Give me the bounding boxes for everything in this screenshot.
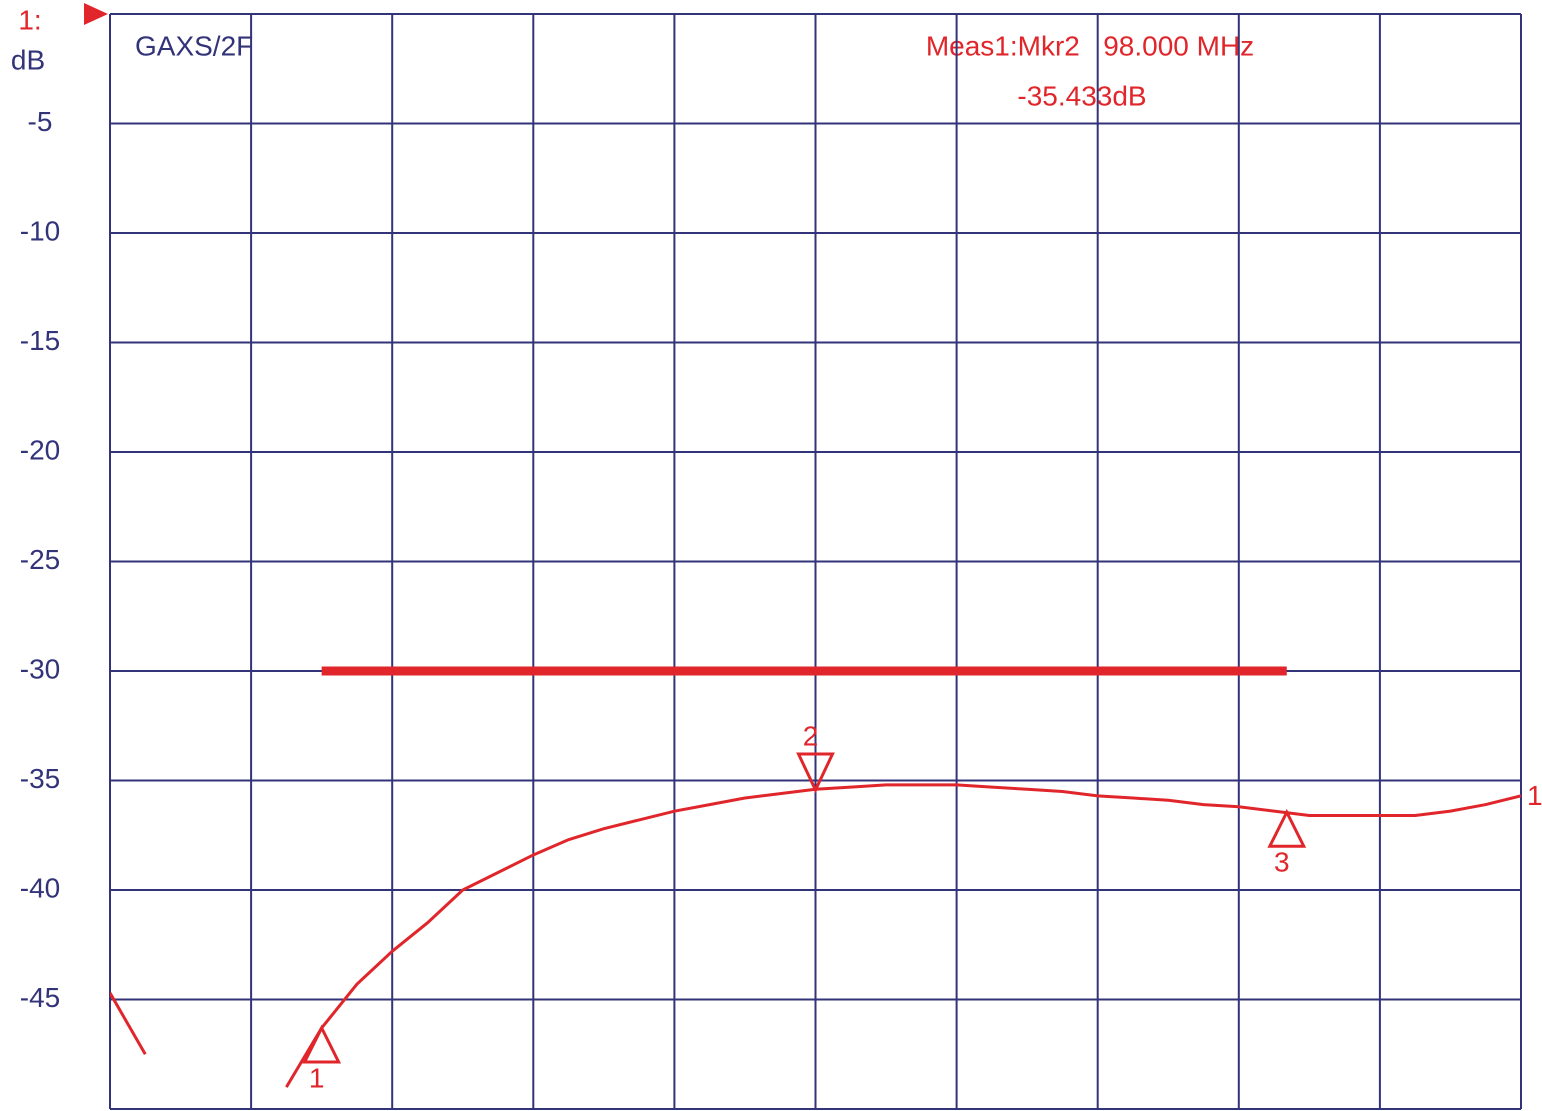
y-tick-label: -30: [20, 653, 60, 684]
chart-title: GAXS/2F: [135, 30, 253, 61]
trace: [285, 783, 1521, 1088]
marker-label: 2: [803, 720, 819, 751]
marker-value: -35.433dB: [1017, 80, 1146, 111]
marker: [1267, 808, 1307, 848]
reference-arrow: [84, 3, 108, 25]
y-tick-label: -20: [20, 434, 60, 465]
y-tick-label: -25: [20, 544, 60, 575]
marker: [796, 752, 835, 794]
marker: [302, 1024, 342, 1064]
y-tick-label: -5: [28, 106, 53, 137]
y-tick-label: -45: [20, 982, 60, 1013]
marker-label: 1: [309, 1062, 325, 1093]
marker-label: 3: [1274, 847, 1290, 878]
y-tick-label: -10: [20, 215, 60, 246]
channel-label: 1:: [18, 4, 41, 35]
y-tick-label: -15: [20, 325, 60, 356]
y-tick-label: -35: [20, 763, 60, 794]
y-tick-label: -40: [20, 872, 60, 903]
marker-readout: Meas1:Mkr2 98.000 MHz: [926, 30, 1254, 61]
y-unit: dB: [11, 44, 45, 75]
trace: [110, 992, 147, 1055]
trace-label: 1: [1527, 780, 1542, 811]
